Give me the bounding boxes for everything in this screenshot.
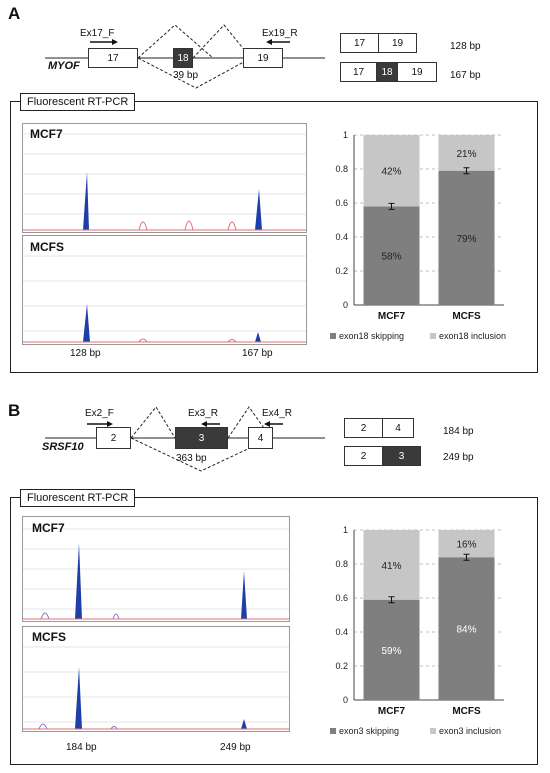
intron-label-b: 363 bp xyxy=(176,453,207,464)
primer-fwd-b: Ex2_F xyxy=(85,408,114,419)
legend-label: exon18 skipping xyxy=(339,331,404,341)
bar-exon3-inclusion-mcf7 xyxy=(363,530,420,600)
legend-swatch xyxy=(330,333,336,339)
y-tick-label: 0.2 xyxy=(335,661,348,671)
data-label: 21% xyxy=(456,149,476,160)
legend-label: exon18 inclusion xyxy=(439,331,506,341)
product1-exon-b1: 2 xyxy=(344,418,383,438)
exon-18-a: 18 xyxy=(173,48,193,68)
product1-exon-b2: 4 xyxy=(382,418,414,438)
bar-exon18-skipping-mcf7 xyxy=(363,206,420,305)
product2-size-b: 249 bp xyxy=(443,452,474,463)
trace-mcfs-a-plot xyxy=(23,255,306,343)
y-tick-label: 0.8 xyxy=(335,559,348,569)
legend-swatch xyxy=(430,333,436,339)
data-label: 79% xyxy=(456,234,476,245)
rtpcr-frame-b xyxy=(10,497,538,765)
gene-name-a: MYOF xyxy=(48,60,80,72)
data-label: 59% xyxy=(381,646,401,657)
y-tick-label: 0.2 xyxy=(335,266,348,276)
error-bar xyxy=(463,553,470,561)
y-tick-label: 0.8 xyxy=(335,164,348,174)
gene-name-b: SRSF10 xyxy=(42,441,84,453)
product2-exon-a2: 18 xyxy=(376,62,398,82)
trace-mcfs-b-plot xyxy=(23,646,289,730)
trace-mcf7-b xyxy=(22,516,290,622)
exon-4-b: 4 xyxy=(248,427,273,449)
y-tick-label: 1 xyxy=(343,525,348,535)
bar-exon3-skipping-mcfs xyxy=(438,557,495,700)
y-tick-label: 0.6 xyxy=(335,593,348,603)
primer-fwd-a: Ex17_F xyxy=(80,28,115,39)
x-tick-label: MCF7 xyxy=(378,311,406,322)
bar-exon18-skipping-mcfs xyxy=(438,170,495,305)
data-label: 58% xyxy=(381,252,401,263)
rtpcr-frame-a xyxy=(10,101,538,373)
product2-exon-b2: 3 xyxy=(382,446,421,466)
product2-exon-a3: 19 xyxy=(397,62,437,82)
product2-exon-a1: 17 xyxy=(340,62,377,82)
bar-exon3-inclusion-mcfs xyxy=(438,530,495,558)
x-tick-label: MCF7 xyxy=(378,706,406,717)
intron-label-a: 39 bp xyxy=(173,70,199,81)
stacked-bar-chart-a: 0 0.2 0.4 0.6 0.8 1 58% 42% MCF7 79% 21% MCFS exon18… xyxy=(330,130,506,341)
y-tick-label: 0 xyxy=(343,695,348,705)
x-tick-label: MCFS xyxy=(452,311,481,322)
rtpcr-title-b: Fluorescent RT-PCR xyxy=(20,489,136,507)
exon-19-a: 19 xyxy=(243,48,283,68)
product2-size-a: 167 bp xyxy=(450,70,481,81)
trace-label-mcfs-b: MCFS xyxy=(32,630,66,644)
product1-exon-a2: 19 xyxy=(378,33,417,53)
legend-swatch xyxy=(430,728,436,734)
primer-rev2-b: Ex4_R xyxy=(262,408,293,419)
error-bar xyxy=(388,596,395,604)
stacked-bar-chart-b: 0 0.2 0.4 0.6 0.8 1 59% 41% MCF7 84% 16% MCFS exon3 … xyxy=(330,525,504,736)
data-label: 16% xyxy=(456,540,476,551)
legend-label: exon3 inclusion xyxy=(439,726,501,736)
product1-size-b: 184 bp xyxy=(443,426,474,437)
data-label: 84% xyxy=(456,625,476,636)
trace-mcfs-a xyxy=(22,235,307,345)
peak-label-184: 184 bp xyxy=(66,742,97,753)
peak-label-249: 249 bp xyxy=(220,742,251,753)
bar-exon18-inclusion-mcfs xyxy=(438,135,495,171)
x-tick-label: MCFS xyxy=(452,706,481,717)
panel-b-letter: B xyxy=(8,401,21,420)
primer-rev1-b: Ex3_R xyxy=(188,408,219,419)
y-tick-label: 0.4 xyxy=(335,232,348,242)
y-tick-label: 0 xyxy=(343,300,348,310)
trace-mcf7-b-plot xyxy=(23,528,289,620)
data-label: 42% xyxy=(381,167,401,178)
bar-exon18-inclusion-mcf7 xyxy=(363,135,420,207)
primer-rev-a: Ex19_R xyxy=(262,28,298,39)
y-tick-label: 0.6 xyxy=(335,198,348,208)
bar-exon3-skipping-mcf7 xyxy=(363,599,420,700)
legend-label: exon3 skipping xyxy=(339,726,399,736)
exon-3-b: 3 xyxy=(175,427,228,449)
trace-label-mcf7-a: MCF7 xyxy=(30,127,63,141)
exon-2-b: 2 xyxy=(96,427,131,449)
trace-label-mcf7-b: MCF7 xyxy=(32,521,65,535)
rtpcr-title-a: Fluorescent RT-PCR xyxy=(20,93,136,111)
product2-exon-b1: 2 xyxy=(344,446,383,466)
trace-mcf7-a-plot xyxy=(23,133,306,231)
error-bar xyxy=(463,167,470,175)
y-tick-label: 1 xyxy=(343,130,348,140)
trace-mcf7-a xyxy=(22,123,307,233)
exon-17-a: 17 xyxy=(88,48,138,68)
product1-exon-a1: 17 xyxy=(340,33,379,53)
error-bar xyxy=(388,202,395,210)
y-tick-label: 0.4 xyxy=(335,627,348,637)
panel-a-letter: A xyxy=(8,4,21,23)
product1-size-a: 128 bp xyxy=(450,41,481,52)
data-label: 41% xyxy=(381,561,401,572)
peak-label-167: 167 bp xyxy=(242,348,273,359)
trace-label-mcfs-a: MCFS xyxy=(30,240,64,254)
trace-mcfs-b xyxy=(22,626,290,732)
legend-swatch xyxy=(330,728,336,734)
peak-label-128: 128 bp xyxy=(70,348,101,359)
